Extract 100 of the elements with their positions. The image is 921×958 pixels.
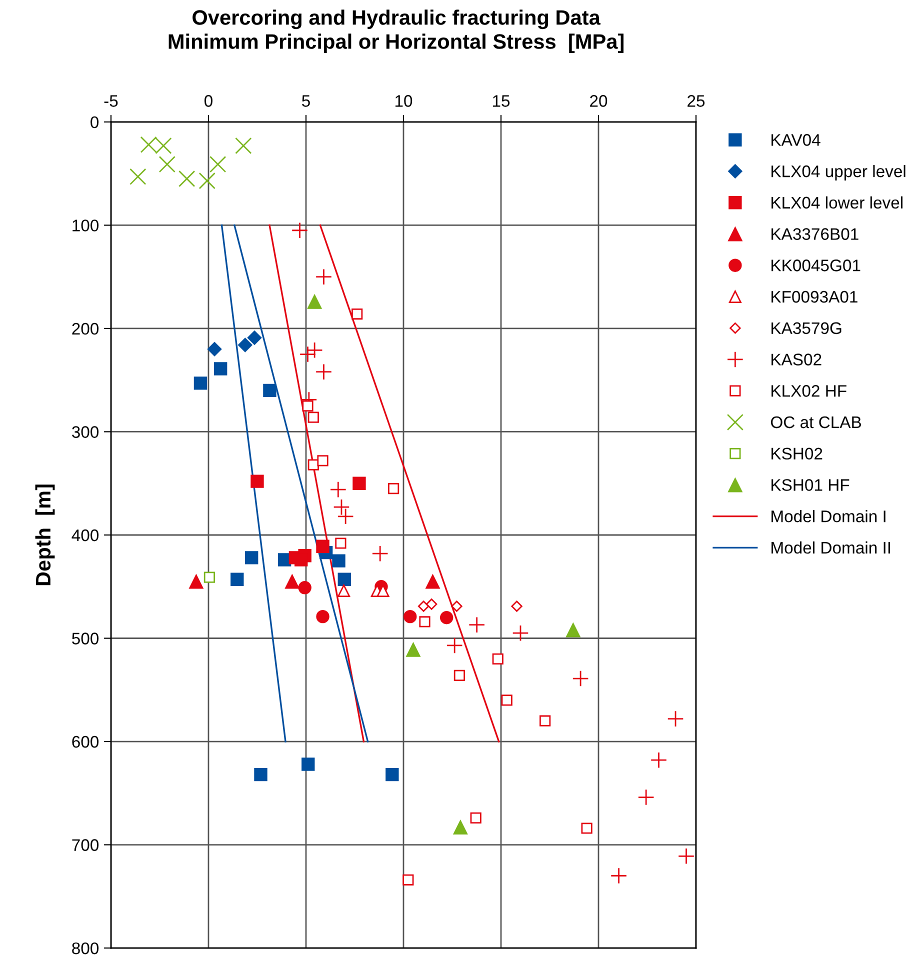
- point: [130, 168, 146, 186]
- point: [511, 600, 522, 612]
- point: [194, 376, 208, 390]
- point: [302, 400, 314, 412]
- point: [188, 574, 204, 589]
- legend-label: KLX04 lower level: [772, 196, 902, 209]
- legend-label: KSH01 HF: [772, 479, 850, 491]
- y-tick-label: 700: [72, 839, 99, 851]
- point: [302, 758, 315, 771]
- point: [470, 812, 482, 824]
- point: [315, 364, 332, 380]
- point: [214, 362, 228, 376]
- point: [501, 694, 512, 706]
- point: [315, 268, 332, 286]
- point: [308, 412, 319, 423]
- point: [650, 752, 668, 768]
- point: [440, 611, 454, 624]
- point: [316, 610, 330, 624]
- point: [678, 848, 695, 864]
- point: [298, 581, 312, 594]
- point: [316, 540, 330, 553]
- legend-label: KA3376B01: [772, 228, 858, 240]
- point: [426, 598, 438, 610]
- point: [566, 622, 580, 638]
- point: [338, 572, 352, 586]
- legend-label: KAV04: [772, 134, 820, 146]
- point: [638, 788, 654, 806]
- y-tick-label: 400: [72, 529, 99, 542]
- point: [425, 574, 440, 589]
- point: [307, 294, 322, 309]
- point: [468, 616, 486, 634]
- point: [317, 455, 328, 466]
- point: [210, 156, 226, 173]
- point: [572, 670, 589, 687]
- point: [204, 572, 216, 583]
- point: [453, 820, 468, 835]
- legend-label: KLX02 HF: [772, 385, 846, 397]
- point: [330, 481, 346, 498]
- x-tick-label: 20: [590, 95, 608, 107]
- y-tick-label: 800: [72, 942, 99, 954]
- point: [244, 551, 258, 564]
- y-tick-label: 500: [72, 632, 99, 644]
- point: [667, 710, 684, 728]
- point: [446, 637, 463, 654]
- point: [247, 330, 262, 345]
- y-tick-label: 200: [72, 322, 99, 335]
- x-tick-label: -5: [104, 95, 118, 107]
- x-tick-label: 25: [688, 95, 705, 107]
- point: [306, 342, 323, 358]
- point: [333, 498, 350, 516]
- point: [352, 476, 366, 490]
- point: [338, 584, 350, 598]
- legend-label: OC at CLAB: [770, 416, 862, 428]
- point: [402, 874, 414, 886]
- legend-label: KF0093A01: [772, 290, 858, 303]
- y-tick-label: 300: [72, 426, 99, 438]
- chart-title: Overcoring and Hydraulic fracturing Data Minimum Principal or Horizontal Stress [MPa]: [168, 10, 624, 54]
- point: [337, 508, 354, 525]
- point: [291, 222, 308, 239]
- point: [235, 137, 252, 154]
- point: [540, 715, 551, 726]
- point: [454, 670, 466, 681]
- x-tick-label: 10: [395, 95, 412, 107]
- y-tick-label: 0: [90, 116, 99, 128]
- point: [332, 554, 346, 568]
- point: [284, 574, 300, 589]
- x-tick-label: 15: [492, 95, 510, 107]
- legend-label: KK0045G01: [772, 260, 860, 272]
- legend-label: Model Domain I: [772, 510, 886, 522]
- point: [352, 308, 363, 320]
- point: [372, 545, 388, 562]
- y-tick-label: 600: [72, 736, 99, 748]
- legend-label: KSH02: [772, 448, 822, 460]
- legend-label: Model Domain II: [772, 541, 890, 554]
- point: [263, 384, 276, 398]
- point: [158, 156, 176, 173]
- point: [388, 482, 400, 494]
- point: [198, 172, 216, 190]
- y-axis-title: Depth [m]: [35, 484, 55, 586]
- legend-label: KA3579G: [772, 322, 842, 334]
- point: [492, 653, 504, 664]
- legend-label: KAS02: [772, 354, 822, 366]
- x-tick-label: 0: [204, 95, 212, 107]
- point: [610, 867, 628, 884]
- point: [178, 170, 196, 188]
- point: [230, 572, 244, 586]
- y-tick-label: 100: [72, 220, 99, 232]
- point: [404, 610, 417, 624]
- point: [335, 538, 346, 549]
- x-tick-label: 5: [302, 95, 310, 107]
- point: [512, 624, 529, 642]
- point: [299, 346, 316, 363]
- point: [207, 342, 222, 356]
- point: [308, 459, 319, 470]
- point: [386, 768, 399, 782]
- point: [419, 616, 430, 628]
- point: [250, 474, 264, 488]
- point: [238, 338, 252, 352]
- point: [581, 822, 592, 834]
- legend-label: KLX04 upper level: [772, 164, 906, 181]
